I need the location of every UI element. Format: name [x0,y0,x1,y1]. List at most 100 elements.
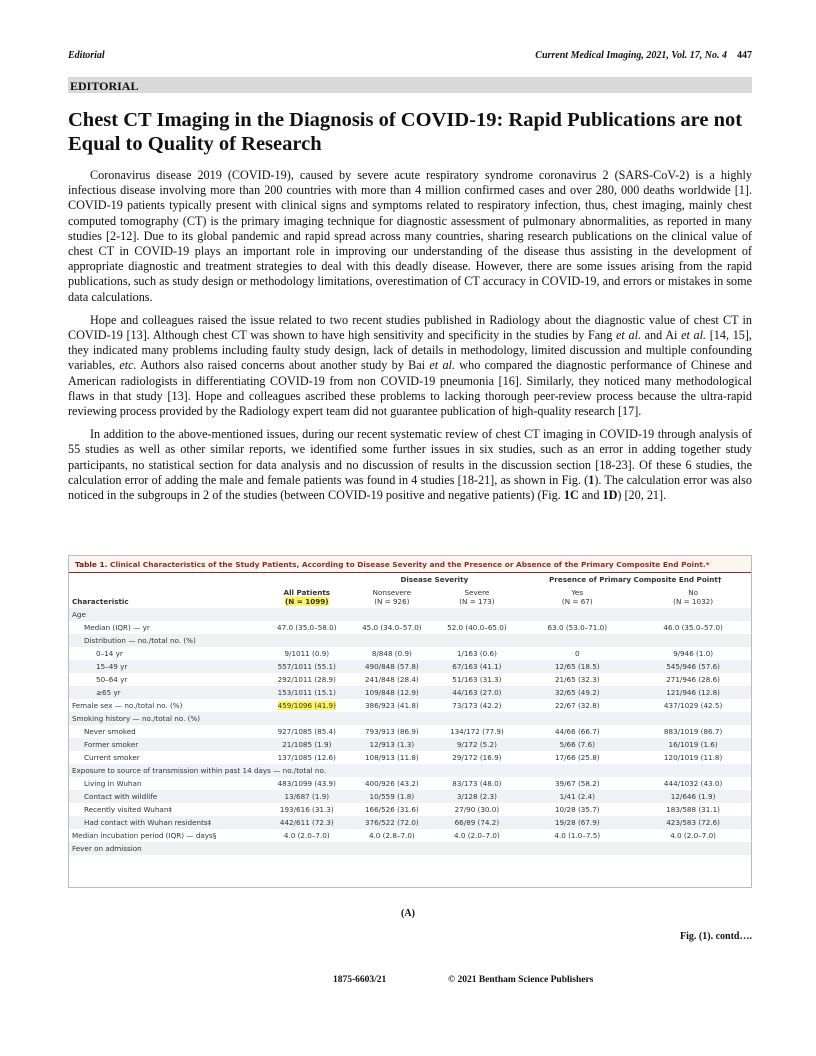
column-name: No [688,588,698,597]
table-cell: 121/946 (12.8) [635,686,751,699]
table-cell: 0 [519,647,635,660]
column-name: Yes [571,588,584,597]
cell-value: 3/128 (2.3) [456,792,497,801]
cell-value: 437/1029 (42.5) [663,701,723,710]
page-number: 447 [737,50,752,61]
table-cell: 153/1011 (15.1) [264,686,350,699]
table-cell: 120/1019 (11.8) [635,751,751,764]
table-row: Contact with wildlife 13/687 (1.9) 10/559 … [69,790,751,803]
table-cell: 9/172 (5.2) [434,738,520,751]
paragraph: Hope and colleagues raised the issue rel… [68,313,752,419]
cell-value: 4.0 (2.0–7.0) [283,831,330,840]
cell-value: 22/67 (32.8) [554,701,600,710]
text: etc. [119,358,137,373]
row-label: Recently visited Wuhan‡ [84,805,172,814]
column-name: All Patients [283,588,331,597]
table-row: 15–49 yr 557/1011 (55.1) 490/848 (57.8) 67/… [69,660,751,673]
cell-value: 927/1085 (85.4) [277,727,336,736]
table-cell: 17/66 (25.8) [519,751,635,764]
cell-value: 557/1011 (55.1) [277,662,336,671]
table-row: Never smoked 927/1085 (85.4) 793/913 (86.9… [69,725,751,738]
table-cell: 442/611 (72.3) [264,816,350,829]
table-cell: 4.0 (2.8–7.0) [349,829,434,842]
table-cell: 21/65 (32.3) [519,673,635,686]
text: et al. [616,328,641,343]
cell-value: 120/1019 (11.8) [663,753,723,762]
cell-value: 27/90 (30.0) [454,805,500,814]
table-cell: 47.0 (35.0–58.0) [264,621,349,634]
column-header: Characteristic [72,597,129,606]
table-cell: 292/1011 (28.9) [264,673,349,686]
cell-value: 545/946 (57.6) [666,662,720,671]
table-row: Median (IQR) — yr 47.0 (35.0–58.0) 45.0 (3… [69,621,751,634]
cell-value: 45.0 (34.0–57.0) [362,623,422,632]
cell-value: 12/913 (1.3) [369,740,415,749]
cell-value: 4.0 (2.8–7.0) [368,831,415,840]
table-cell: 137/1085 (12.6) [264,751,349,764]
text: who compared the diagnostic performance … [68,358,752,419]
cell-value: 63.0 (53.0–71.0) [547,623,608,632]
table-row: Exposure to source of transmission withi… [69,764,751,777]
cell-value: 793/913 (86.9) [364,727,419,736]
table-row: Former smoker 21/1085 (1.9) 12/913 (1.3) 9/… [69,738,751,751]
cell-value: 47.0 (35.0–58.0) [277,623,337,632]
table-row: Smoking history — no./total no. (%) [69,712,751,725]
cell-value: 83/173 (48.0) [452,779,502,788]
cell-value: 29/172 (16.9) [452,753,502,762]
cell-value: 166/526 (31.6) [364,805,419,814]
header-row: Nonsevere (N = 926) Severe (N = 173) Yes (N =… [69,586,751,608]
table-cell: 9/946 (1.0) [635,647,751,660]
table-cell: 22/67 (32.8) [519,699,635,712]
column-n: (N = 1032) [673,597,714,606]
cell-value: 386/923 (41.8) [364,701,419,710]
text: Authors also raised concerns about anoth… [136,358,430,373]
table-cell: 5/66 (7.6) [519,738,636,751]
table-cell: 4.0 (2.0–7.0) [635,829,751,842]
cell-value: 1/163 (0.6) [456,649,497,658]
table-cell: 3/128 (2.3) [434,790,520,803]
cell-value: 46.0 (35.0–57.0) [663,623,723,632]
cell-value: 241/848 (28.4) [364,675,419,684]
row-label: Fever on admission [69,842,751,855]
column-header: All Patients (N = 1099) [264,573,349,608]
table-cell: 1/163 (0.6) [434,647,519,660]
table-cell: 19/28 (67.9) [519,816,636,829]
cell-value: 4.0 (2.0–7.0) [453,831,500,840]
figure-ref: 1 [588,472,595,487]
cell-value: 423/583 (72.6) [666,818,720,827]
table-cell: 46.0 (35.0–57.0) [635,621,751,634]
cell-value: 1/41 (2.4) [559,792,596,801]
table-cell: 63.0 (53.0–71.0) [519,621,635,634]
article-body: Coronavirus disease 2019 (COVID-19), cau… [68,168,752,511]
cell-value: 52.0 (40.0–65.0) [447,623,507,632]
row-label: Female sex — no./total no. (%) [72,701,183,710]
cell-value: 376/522 (72.0) [364,818,419,827]
cell-value: 459/1096 (41.9) [277,701,336,710]
table-cell: 44/66 (66.7) [519,725,635,738]
table-cell: 444/1032 (43.0) [635,777,751,790]
table-cell: 166/526 (31.6) [349,803,434,816]
table-cell: 557/1011 (55.1) [264,660,350,673]
copyright: © 2021 Bentham Science Publishers [448,975,594,985]
table-cell: 51/163 (31.3) [434,673,519,686]
row-label: Former smoker [69,738,265,751]
cell-value: 19/28 (67.9) [554,818,600,827]
cell-value: 271/946 (28.6) [666,675,720,684]
column-n: (N = 1099) [284,597,329,606]
cell-value: 32/65 (49.2) [554,688,600,697]
cell-value: 108/913 (11.8) [364,753,419,762]
cell-value: 12/646 (1.9) [670,792,716,801]
row-label: Never smoked [84,727,136,736]
cell-value: 13/687 (1.9) [284,792,330,801]
column-name: Severe [464,588,490,597]
column-n: (N = 173) [459,597,495,606]
table-cell: 52.0 (40.0–65.0) [434,621,519,634]
table-cell: 134/172 (77.9) [434,725,519,738]
table-cell: 10/28 (35.7) [519,803,635,816]
table-cell: 27/90 (30.0) [434,803,519,816]
row-label: Exposure to source of transmission withi… [69,764,751,777]
table-cell: 9/1011 (0.9) [264,647,349,660]
table-cell: 12/65 (18.5) [519,660,636,673]
row-label: Contact with wildlife [69,790,265,803]
table-cell: 400/926 (43.2) [349,777,434,790]
